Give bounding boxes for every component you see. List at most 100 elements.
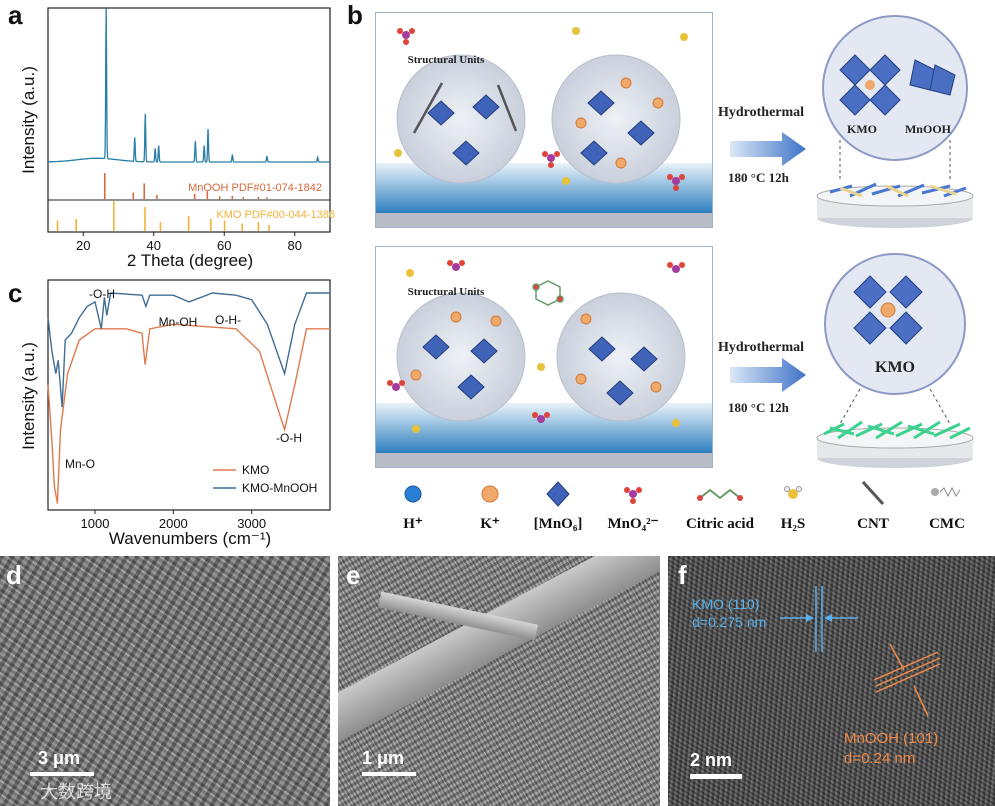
structural-unit-sphere [396,54,526,184]
watermark: 大数跨境 [40,782,112,803]
structural-units-label: Structural Units [408,286,485,298]
k-ion [575,373,587,385]
mno6-octahedron [452,140,480,166]
kmo-d-label: d=0.275 nm [692,614,767,630]
mno6-octahedron [580,140,608,166]
mnooh-label-top: MnOOH [905,122,952,136]
panel-label-f: f [678,560,687,590]
mno4-ion [397,28,415,45]
scale-label-f: 2 nm [690,750,733,770]
kmo-octahedron [889,275,923,309]
svg-text:[MnO₆]: [MnO₆] [534,516,583,532]
panel-label-e: e [346,560,361,590]
ftir-mix-line [47,292,330,408]
panel-label-d: d [6,560,22,590]
hrtem-image-f: f KMO (110) d=0.275 nm MnOOH (101) d=0.2… [668,556,995,806]
kmo-octahedron [839,84,871,116]
ftir-chart: 1000 2000 3000 -O-H Mn-OH O-H- -O-H Mn-O K… [19,279,331,548]
xrd-ref-mnooh [103,173,268,199]
zoom-circle [822,15,968,161]
k-ion [652,97,664,109]
scheme-top-box: Structural Units [375,12,713,228]
mnooh-fringe-line [875,657,941,687]
mno4-ion [447,260,465,271]
substrate [376,453,712,467]
scale-bar-d [30,772,94,776]
mno4-ion [387,380,405,391]
scheme-top-art: Structural Units [376,27,712,227]
panel-label-c: c [8,278,23,308]
hydrothermal-label-bottom: Hydrothermal [718,340,805,355]
citric-acid [532,280,564,306]
svg-text:K⁺: K⁺ [480,516,500,532]
legend-k-ion: K⁺ [480,485,500,532]
ann-mn-o: Mn-O [65,457,95,471]
process-arrow [730,358,806,392]
legend-kmo-label: KMO [242,463,269,477]
ftir-ylabel: Intensity (a.u.) [19,342,38,450]
xrd-ylabel: Intensity (a.u.) [19,66,38,174]
process-arrow [730,132,806,166]
scale-label-d: 3 μm [38,748,81,768]
ftir-kmo-line [47,323,330,504]
legend-mno4: MnO₄²⁻ [607,487,659,532]
ann-oh-top: -O-H [89,287,115,301]
k-ion [575,117,587,129]
legend-h2s: H₂S [781,486,805,532]
legend-mno6: [MnO₆] [534,481,583,532]
scale-label-e: 1 μm [362,748,405,768]
kmo-octahedron [853,275,887,309]
structural-units-label: Structural Units [408,54,485,66]
k-ion [620,77,632,89]
cnt [412,82,444,134]
mnooh-plane-label: MnOOH (101) [844,730,939,747]
kmo-arrowhead [806,614,814,622]
mnooh-fringe-line [875,663,941,693]
ann-mn-oh: Mn-OH [159,315,198,329]
legend-cnt: CNT [857,480,889,532]
kmo-octahedron [889,311,923,345]
xrd-pattern-line [48,8,330,163]
x-tick-label: 1000 [81,516,110,531]
kmo-arrowhead [824,614,832,622]
svg-text:MnO₄²⁻: MnO₄²⁻ [607,516,658,532]
scale-bar-e [362,772,416,776]
arrow-top [730,132,806,166]
legend-h-ion: H⁺ [403,485,423,532]
xrd-x-ticks: 20 40 60 80 [76,232,302,253]
mno6-octahedron [587,90,615,116]
mno4-ion [542,151,560,168]
condition-bottom: 180 °C 12h [728,400,789,415]
lattice-annotations [780,586,941,717]
mnooh-d-label: d=0.24 nm [844,750,916,767]
mnooh-arrow-top [889,643,905,671]
substrate [376,213,712,227]
k-ion [865,80,875,90]
legend-mix-label: KMO-MnOOH [242,481,317,495]
xrd-pattern-series [48,8,330,163]
k-ion [615,157,627,169]
k-ion [650,381,662,393]
mnooh-octahedron [929,64,956,96]
kmo-label-top: KMO [847,122,877,136]
legend-cmc: CMC [929,486,965,532]
scheme-bottom-box: Structural Units [375,246,713,468]
h2s-molecule [394,27,688,185]
kmo-plane-label: KMO (110) [692,596,760,612]
k-ion [580,313,592,325]
mno4-ion [532,412,550,423]
arrow-bottom [730,358,806,392]
x-tick-label: 40 [147,238,161,253]
svg-text:H⁺: H⁺ [403,516,423,532]
x-tick-label: 80 [288,238,302,253]
mno4-ion [667,174,685,191]
ann-o-h-minus: O-H- [215,313,241,327]
ftir-frame [47,279,331,511]
xrd-ref-kmo [56,201,270,231]
panel-label-b: b [347,0,363,30]
k-ion [490,315,502,327]
product-bottom: KMO [816,253,974,468]
x-tick-label: 3000 [237,516,266,531]
h2s-molecule [406,269,680,433]
ftir-x-ticks: 1000 2000 3000 [81,510,266,531]
